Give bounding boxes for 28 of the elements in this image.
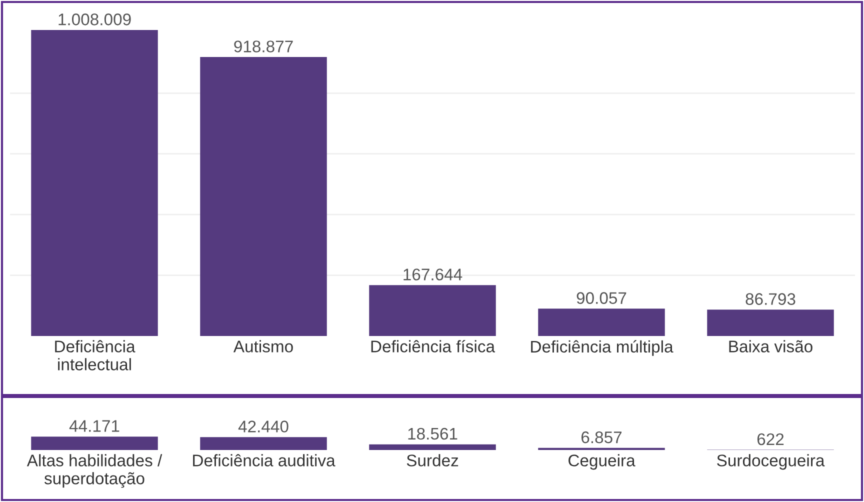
x-tick-label: Baixa visão [729, 340, 812, 352]
data-label: 42.440 [238, 420, 288, 432]
data-label: 18.561 [408, 428, 458, 440]
x-tick-label: Deficiência múltipla [531, 340, 674, 356]
bar [707, 310, 834, 336]
bar [200, 437, 327, 450]
x-tick-label: Deficiência intelectual [55, 340, 136, 370]
data-label: 622 [757, 433, 784, 446]
bar [31, 30, 158, 336]
bar [369, 444, 496, 450]
bar [538, 308, 665, 336]
data-label: 1.008.009 [58, 14, 131, 26]
x-tick-label: Surdocegueira [717, 454, 825, 470]
x-tick-label: Deficiência auditiva [193, 454, 336, 466]
x-tick-label: Cegueira [568, 454, 636, 470]
x-tick-label: Surdez [406, 454, 458, 466]
data-label: 44.171 [69, 420, 120, 432]
x-tick-label: Altas habilidades / superdotação [26, 454, 162, 488]
data-label: 90.057 [576, 292, 626, 304]
x-tick-label: Deficiência física [371, 340, 496, 352]
data-label: 918.877 [234, 40, 293, 52]
bar [200, 57, 327, 336]
data-label: 6.857 [581, 431, 622, 444]
data-label: 167.644 [404, 268, 462, 280]
bar [369, 285, 496, 336]
data-label: 86.793 [746, 293, 796, 305]
x-tick-label: Autismo [233, 340, 293, 352]
bar [31, 436, 158, 450]
